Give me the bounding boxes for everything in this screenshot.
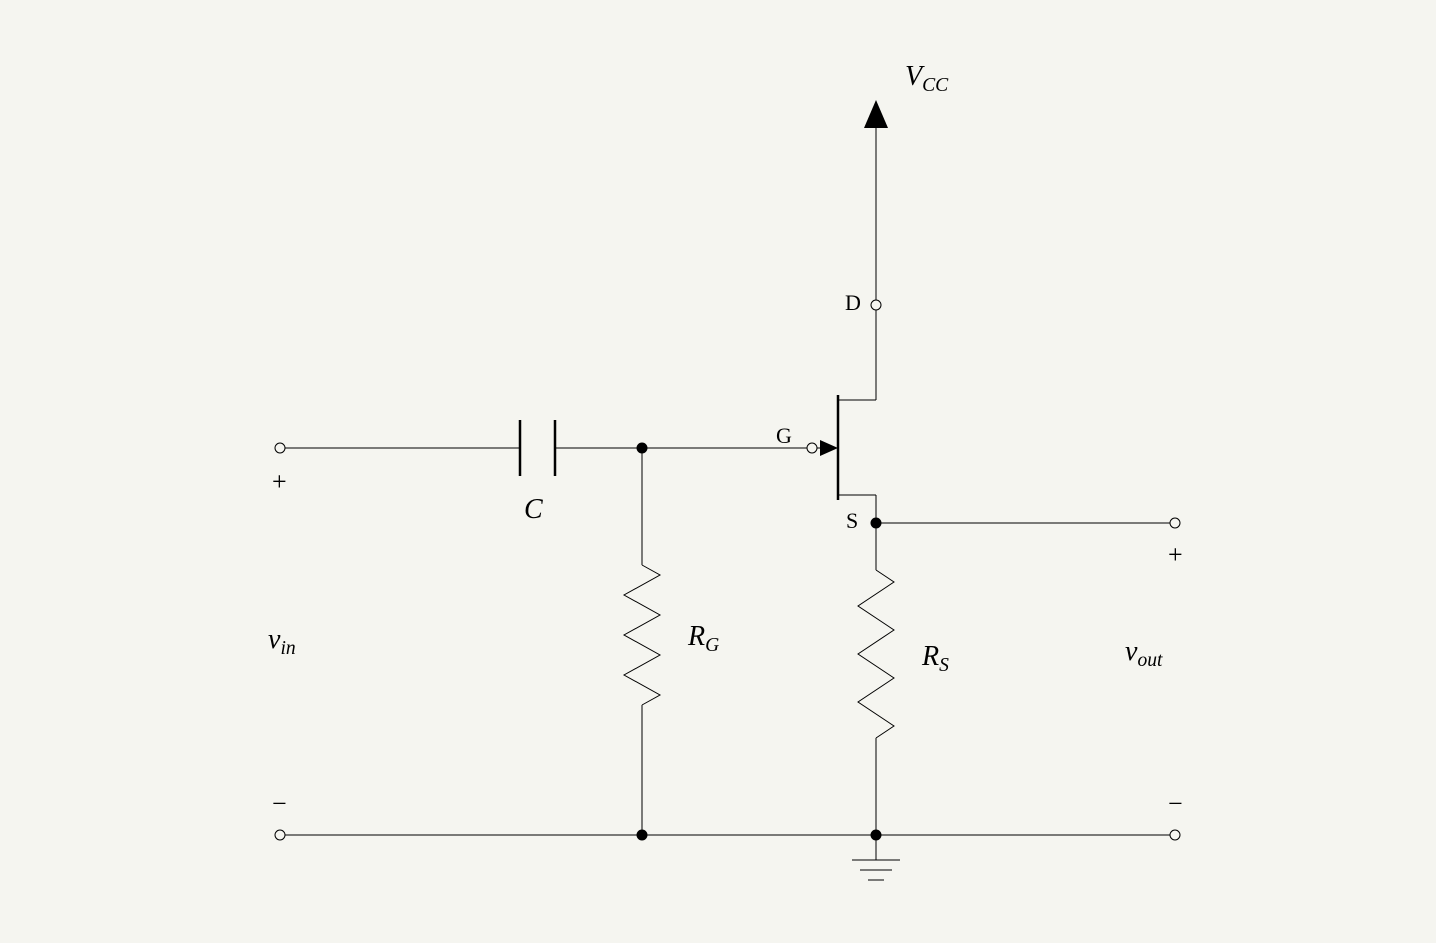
label-rs: RS — [921, 641, 949, 676]
circuit-diagram: VCC D G S C RG RS vin vout + − + − — [0, 0, 1436, 943]
terminal-drain — [871, 300, 881, 310]
junction-rg-top — [637, 443, 647, 453]
label-gate: G — [776, 423, 792, 448]
sign-in-plus: + — [272, 467, 287, 496]
terminal-gate — [807, 443, 817, 453]
terminal-out-minus — [1170, 830, 1180, 840]
sign-out-plus: + — [1168, 540, 1183, 569]
sign-out-minus: − — [1168, 789, 1183, 818]
sign-in-minus: − — [272, 789, 287, 818]
label-vout: vout — [1125, 636, 1163, 671]
junction-source — [871, 518, 881, 528]
jfet-transistor — [812, 305, 876, 523]
label-drain: D — [845, 290, 861, 315]
junction-rg-bot — [637, 830, 647, 840]
capacitor-c — [520, 420, 555, 476]
label-vin: vin — [268, 624, 296, 659]
terminal-out-plus — [1170, 518, 1180, 528]
label-rg: RG — [687, 621, 719, 656]
label-capacitor: C — [524, 494, 543, 525]
ground-symbol — [852, 835, 900, 880]
label-vcc: VCC — [905, 61, 949, 96]
terminal-in-minus — [275, 830, 285, 840]
label-source: S — [846, 508, 858, 533]
resistor-rs — [858, 523, 894, 835]
junction-ground — [871, 830, 881, 840]
terminal-in-plus — [275, 443, 285, 453]
resistor-rg — [624, 448, 660, 835]
vcc-arrow — [864, 100, 888, 305]
